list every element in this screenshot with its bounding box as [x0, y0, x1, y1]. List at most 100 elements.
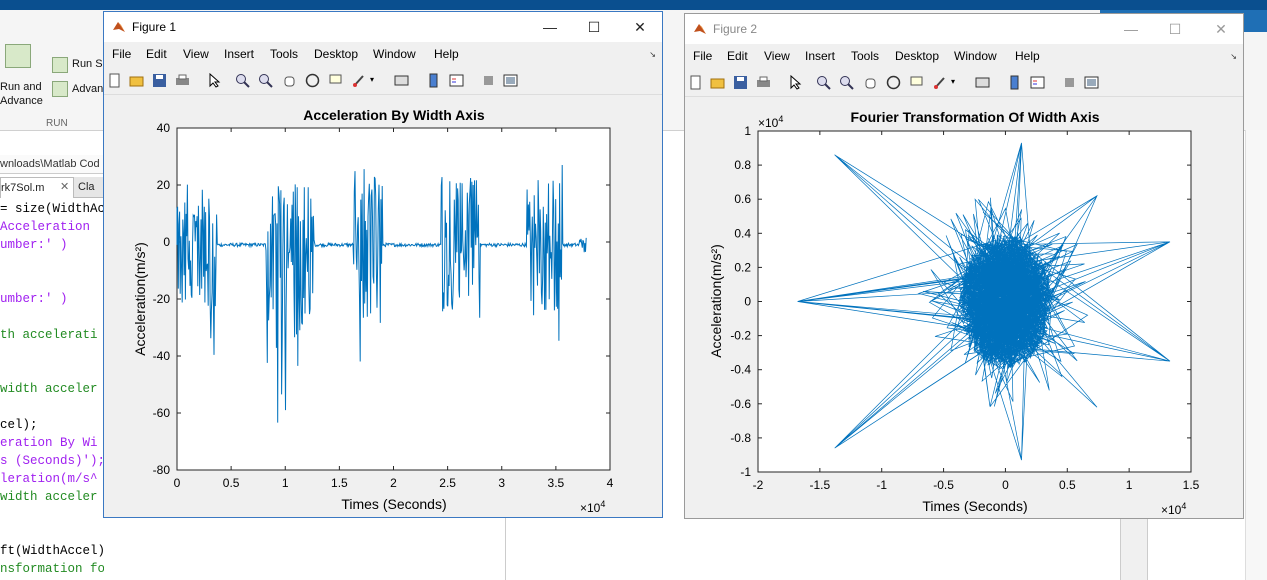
menu-file[interactable]: File	[112, 47, 132, 61]
colorbar-icon[interactable]	[1007, 75, 1022, 90]
rotate-3d-icon[interactable]	[886, 75, 901, 90]
brush-dropdown-icon[interactable]: ▾	[370, 75, 375, 84]
menu-help[interactable]: Help	[1015, 49, 1040, 63]
menubar-expand-icon[interactable]: ↘	[1230, 52, 1237, 61]
code-line[interactable]: width acceler	[0, 490, 98, 504]
legend-icon[interactable]	[1030, 75, 1045, 90]
code-line[interactable]: nsformation for Samples	[0, 562, 104, 576]
close-icon[interactable]: ✕	[1215, 21, 1227, 37]
advance-icon[interactable]	[52, 81, 68, 97]
run-section-icon[interactable]	[52, 57, 68, 73]
menu-desktop[interactable]: Desktop	[895, 49, 940, 63]
close-icon[interactable]: ✕	[634, 19, 646, 35]
pan-hand-icon[interactable]	[863, 75, 878, 90]
code-line[interactable]: width acceler	[0, 382, 98, 396]
code-editor[interactable]: = size(WidthAcc Acceleration umber:' ) umb…	[0, 198, 104, 580]
menu-tools[interactable]: Tools	[851, 49, 880, 63]
current-folder-path[interactable]: wnloads\Matlab Cod	[0, 155, 110, 174]
figure-2-chart[interactable]: Fourier Transformation Of Width Axis -2-…	[685, 98, 1243, 518]
code-line[interactable]: eration By Wi	[0, 436, 98, 450]
hide-plot-tools-icon[interactable]	[1062, 75, 1077, 90]
menu-file[interactable]: File	[693, 49, 713, 63]
open-file-icon[interactable]	[710, 75, 725, 90]
menu-edit[interactable]: Edit	[146, 47, 167, 61]
zoom-in-icon[interactable]	[235, 73, 250, 88]
pointer-icon[interactable]	[207, 73, 222, 88]
code-line[interactable]: cel);	[0, 418, 38, 432]
figure-2-titlebar[interactable]: Figure 2 — ☐ ✕	[685, 14, 1243, 44]
minimize-icon[interactable]: —	[543, 19, 557, 35]
x-axis-label: Times (Seconds)	[341, 496, 446, 512]
figure-1-titlebar[interactable]: Figure 1 — ☐ ✕	[104, 12, 662, 42]
x-exponent-power: 4	[600, 499, 605, 509]
print-icon[interactable]	[175, 73, 190, 88]
run-and-advance-label-1[interactable]: Run and	[0, 81, 42, 93]
menu-insert[interactable]: Insert	[224, 47, 255, 61]
advance-button[interactable]: Advan	[72, 83, 104, 95]
editor-tab-active[interactable]: rk7Sol.m	[0, 177, 74, 199]
editor-tab[interactable]: Cla	[78, 181, 95, 193]
menu-tools[interactable]: Tools	[270, 47, 299, 61]
new-figure-icon[interactable]	[688, 75, 703, 90]
figure-1-plot-area[interactable]: Acceleration By Width Axis 0 0.5 1 1.5 2 2.5 3…	[104, 96, 662, 516]
y-tick-label: -0.8	[730, 431, 751, 445]
colorbar-icon[interactable]	[426, 73, 441, 88]
brush-dropdown-icon[interactable]: ▾	[951, 77, 956, 86]
menu-view[interactable]: View	[764, 49, 790, 63]
run-and-advance-label-2[interactable]: Advance	[0, 95, 43, 107]
new-figure-icon[interactable]	[107, 73, 122, 88]
code-line[interactable]: = size(WidthAcc	[0, 202, 104, 216]
code-line[interactable]: umber:' )	[0, 292, 68, 306]
code-line[interactable]: umber:' )	[0, 238, 68, 252]
code-line[interactable]: leration(m/s^	[0, 472, 98, 486]
y-tick-label: -20	[153, 292, 171, 306]
close-tab-icon[interactable]: ✕	[60, 181, 70, 193]
legend-icon[interactable]	[449, 73, 464, 88]
open-file-icon[interactable]	[129, 73, 144, 88]
show-plot-tools-icon[interactable]	[503, 73, 518, 88]
hide-plot-tools-icon[interactable]	[481, 73, 496, 88]
link-plot-icon[interactable]	[394, 73, 409, 88]
code-line[interactable]: s (Seconds)');	[0, 454, 104, 468]
link-plot-icon[interactable]	[975, 75, 990, 90]
menu-desktop[interactable]: Desktop	[314, 47, 359, 61]
menu-edit[interactable]: Edit	[727, 49, 748, 63]
zoom-out-icon[interactable]	[258, 73, 273, 88]
save-icon[interactable]	[733, 75, 748, 90]
menu-view[interactable]: View	[183, 47, 209, 61]
y-axis-label: Acceleration(m/s²)	[132, 242, 148, 356]
maximize-icon[interactable]: ☐	[1168, 21, 1182, 37]
show-plot-tools-icon[interactable]	[1084, 75, 1099, 90]
menu-insert[interactable]: Insert	[805, 49, 836, 63]
chart-title: Acceleration By Width Axis	[303, 107, 485, 123]
y-tick-label: -0.6	[730, 397, 751, 411]
menu-window[interactable]: Window	[954, 49, 997, 63]
code-line[interactable]: th accelerati	[0, 328, 98, 342]
x-tick-label: 3	[498, 476, 505, 490]
code-line[interactable]: Acceleration	[0, 220, 98, 234]
code-line[interactable]: ft(WidthAccel);	[0, 544, 104, 558]
menubar-expand-icon[interactable]: ↘	[649, 50, 656, 59]
maximize-icon[interactable]: ☐	[587, 19, 601, 35]
zoom-in-icon[interactable]	[816, 75, 831, 90]
figure-2-plot-area[interactable]: Fourier Transformation Of Width Axis -2-…	[685, 98, 1243, 518]
run-and-advance-icon[interactable]	[5, 44, 31, 68]
figure-2-window[interactable]: Figure 2 — ☐ ✕ File Edit View Insert Too…	[684, 13, 1244, 519]
data-cursor-icon[interactable]	[328, 73, 343, 88]
brush-icon[interactable]	[932, 75, 947, 90]
y-axis-label: Acceleration(m/s²)	[708, 244, 724, 358]
menu-help[interactable]: Help	[434, 47, 459, 61]
pointer-icon[interactable]	[788, 75, 803, 90]
minimize-icon[interactable]: —	[1124, 21, 1138, 37]
save-icon[interactable]	[152, 73, 167, 88]
pan-hand-icon[interactable]	[282, 73, 297, 88]
rotate-3d-icon[interactable]	[305, 73, 320, 88]
zoom-out-icon[interactable]	[839, 75, 854, 90]
print-icon[interactable]	[756, 75, 771, 90]
data-cursor-icon[interactable]	[909, 75, 924, 90]
figure-1-chart[interactable]: Acceleration By Width Axis 0 0.5 1 1.5 2 2.5 3…	[104, 96, 662, 516]
brush-icon[interactable]	[351, 73, 366, 88]
run-section-button[interactable]: Run S	[72, 58, 103, 70]
figure-1-window[interactable]: Figure 1 — ☐ ✕ File Edit View Insert Too…	[103, 11, 663, 518]
menu-window[interactable]: Window	[373, 47, 416, 61]
